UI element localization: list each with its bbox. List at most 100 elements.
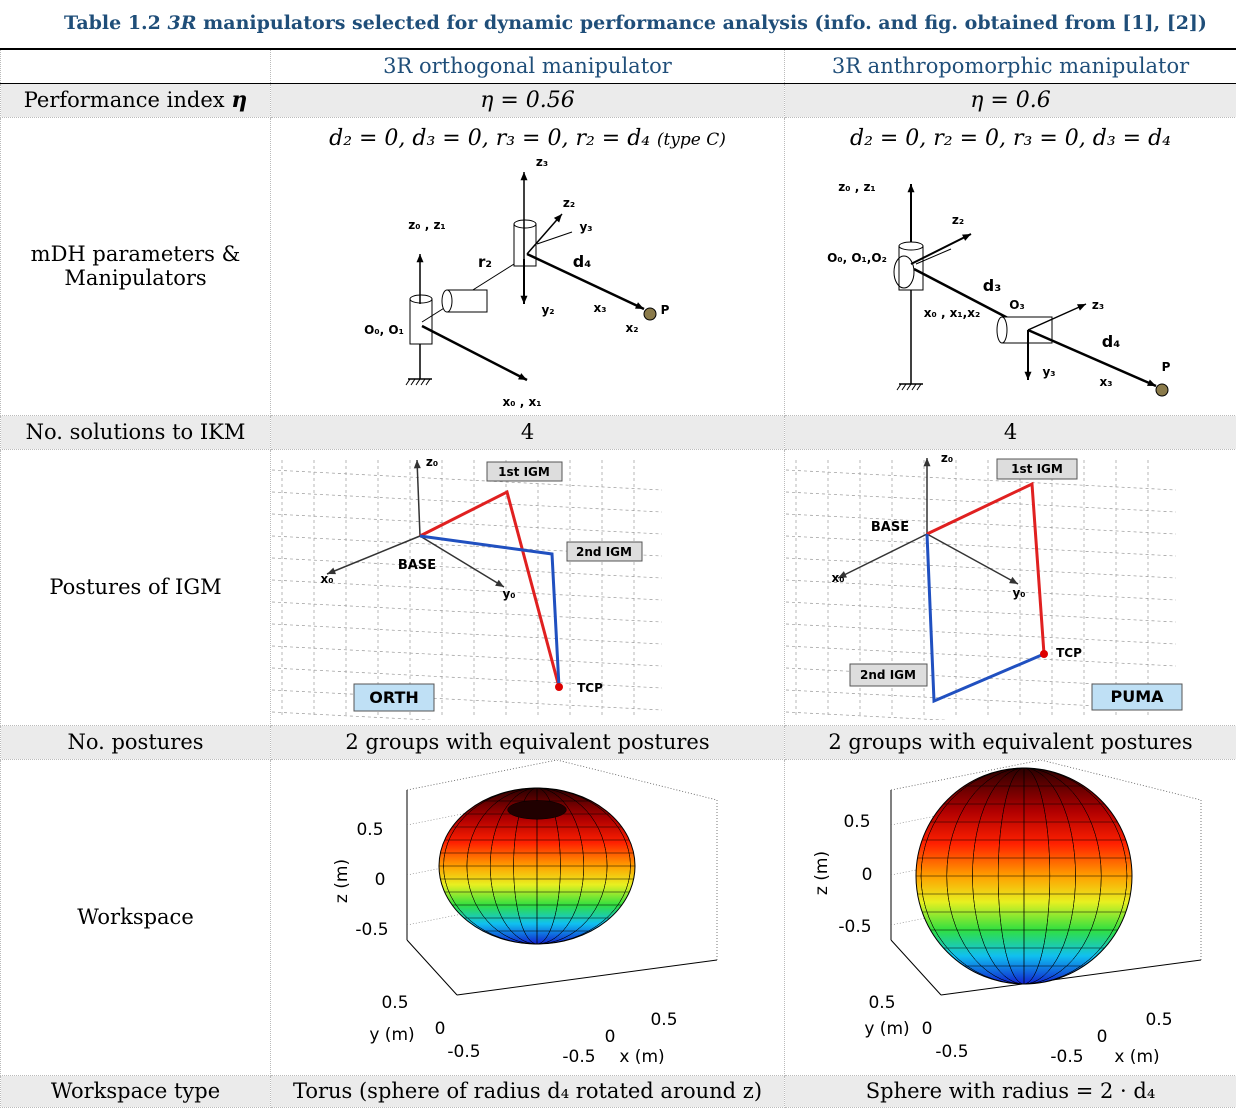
row-label: mDH parameters &Manipulators — [1, 117, 271, 415]
formula-line: d₂ = 0, r₂ = 0, r₃ = 0, d₃ = d₄ — [785, 118, 1236, 154]
label: mDH parameters & — [1, 242, 270, 266]
line — [417, 460, 420, 536]
tick-label: x (m) — [1114, 1047, 1159, 1067]
line — [912, 384, 916, 390]
line — [786, 580, 1176, 600]
figure-label: y₀ — [502, 587, 515, 601]
end-point — [1156, 384, 1168, 396]
formula-line: d₂ = 0, d₃ = 0, r₃ = 0, r₂ = d₄ (type C) — [271, 118, 784, 154]
cylinder-top — [514, 220, 536, 228]
tick-label: -0.5 — [935, 1042, 968, 1062]
arrow-head — [520, 172, 527, 180]
row: No. postures 2 groups with equivalent pos… — [1, 725, 1236, 759]
figure-label: 2nd IGM — [576, 545, 632, 559]
figure-label: r₂ — [478, 253, 492, 271]
row-label: No. solutions to IKM — [1, 415, 271, 449]
figure-label: x₃ — [1099, 375, 1112, 389]
figure-label: 2nd IGM — [860, 668, 916, 682]
tick-label: -0.5 — [562, 1047, 595, 1067]
tick-label: 0 — [374, 870, 385, 890]
line — [786, 624, 1176, 644]
figure-label: O₀, O₁ — [364, 323, 404, 337]
figure-label: x₀ — [831, 571, 844, 585]
caption-label: Table 1.2 — [64, 12, 161, 34]
figure-label: x₃ — [593, 301, 606, 315]
line — [891, 940, 941, 995]
figure-label: P — [660, 303, 669, 317]
cell: 4 — [785, 415, 1236, 449]
figure-label: ORTH — [369, 688, 419, 707]
row-label: Postures of IGM — [1, 449, 271, 725]
formula: d₂ = 0, d₃ = 0, r₃ = 0, r₂ = d₄ — [329, 126, 650, 151]
line — [426, 379, 430, 385]
label: Performance index — [24, 88, 225, 112]
figure-label: z₂ — [562, 196, 574, 210]
line — [416, 379, 420, 385]
line — [407, 760, 557, 790]
row-label: Performance index η — [1, 83, 271, 117]
formula: d₂ = 0, r₂ = 0, r₃ = 0, d₃ = d₄ — [850, 126, 1171, 151]
line — [411, 379, 415, 385]
tick-label: y (m) — [864, 1019, 909, 1039]
figure-label: PUMA — [1110, 687, 1164, 706]
figure-label: TCP — [577, 681, 603, 695]
cylinder — [410, 299, 432, 344]
figure-label: x₀ , x₁ — [502, 395, 541, 409]
line — [786, 470, 1176, 490]
cylinder — [447, 290, 487, 312]
tick-label: 0 — [921, 1019, 932, 1039]
workspace-plot: 0.50-0.5z (m)0.50-0.5y (m)-0.500.5x (m) — [272, 760, 784, 1070]
cylinder-end — [997, 317, 1007, 343]
line — [897, 384, 901, 390]
arrow-head — [416, 254, 423, 262]
figure-label: z₃ — [535, 155, 547, 169]
tick-label: 0.5 — [381, 993, 408, 1013]
figure-label: BASE — [397, 558, 435, 573]
line — [557, 760, 717, 800]
line — [786, 536, 1176, 556]
cell: Torus (sphere of radius d₄ rotated aroun… — [271, 1075, 785, 1107]
axis-label: z (m) — [332, 858, 352, 902]
cylinder-top — [410, 295, 432, 303]
arrow-head — [1024, 371, 1031, 379]
line — [272, 646, 662, 666]
tick-label: x (m) — [619, 1047, 664, 1067]
line — [272, 668, 662, 688]
row-label: No. postures — [1, 725, 271, 759]
figure-label: z₀ , z₁ — [408, 218, 445, 232]
figure-label: x₀ , x₁,x₂ — [923, 306, 979, 320]
line — [786, 514, 1176, 534]
arrow-head — [413, 460, 420, 468]
line — [406, 379, 410, 385]
figure-label: d₄ — [1101, 332, 1119, 351]
figure-label: z₀ — [940, 451, 952, 465]
column-header: 3R orthogonal manipulator — [271, 49, 785, 83]
tcp — [1040, 650, 1048, 658]
figure-label: y₃ — [579, 220, 592, 234]
line — [786, 646, 1176, 666]
arrow-head — [520, 295, 527, 303]
cell: 4 — [271, 415, 785, 449]
tick-label: -0.5 — [838, 917, 871, 937]
line — [917, 384, 921, 390]
line — [457, 960, 717, 995]
cell: 2 groups with equivalent postures — [785, 725, 1236, 759]
line — [272, 602, 662, 622]
row-label: Workspace type — [1, 1075, 271, 1107]
caption-text: manipulators selected for dynamic perfor… — [203, 12, 1207, 34]
column-header: 3R anthropomorphic manipulator — [785, 49, 1236, 83]
figure-label: P — [1161, 360, 1170, 374]
arrow-head — [495, 579, 504, 586]
axis-label: z (m) — [812, 850, 832, 894]
tick-label: 0 — [434, 1019, 445, 1039]
page: Table 1.2 3R manipulators selected for d… — [0, 0, 1236, 1100]
